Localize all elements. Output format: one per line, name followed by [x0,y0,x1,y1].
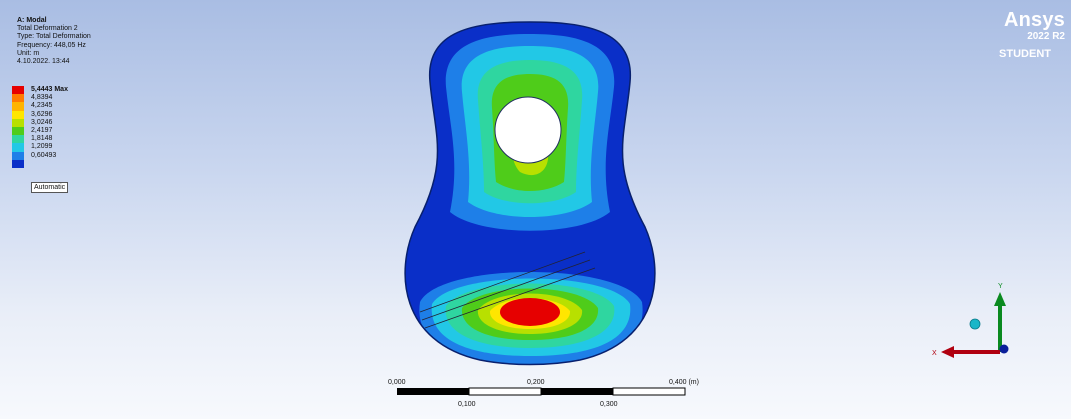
x-axis-label: X [932,350,937,357]
ansys-logo: Ansys 2022 R2 STUDENT [999,9,1065,61]
result-info-panel: A: Modal Total Deformation 2 Type: Total… [17,17,91,66]
legend-swatch [12,94,24,103]
version-label: 2022 R2 [1027,31,1065,42]
scale-label: 0,300 [600,401,618,408]
analysis-title: A: Modal [17,17,47,24]
legend-label: 0,60493 [31,151,57,159]
legend-swatch [12,102,24,111]
legend-swatch [12,143,24,152]
edition-label: STUDENT [999,48,1051,60]
result-name: Total Deformation 2 [17,25,78,33]
plate-outline [404,21,656,366]
legend-swatch [12,86,24,95]
result-timestamp: 4.10.2022. 13:44 [17,58,70,66]
legend-label: 3,6296 [31,110,53,118]
legend-label: 3,0246 [31,118,53,126]
legend-swatch [12,151,24,160]
legend-label: 1,8148 [31,135,53,143]
brand-name: Ansys [1003,9,1065,31]
legend-mode-dropdown[interactable]: Automatic [31,182,69,193]
legend-swatch [12,159,24,168]
contour-bands [405,22,655,365]
deformation-contour-model[interactable] [380,12,680,372]
sound-hole [494,96,562,164]
legend-swatch [12,135,24,144]
legend-label: 2,4197 [31,126,53,134]
scale-bar-graphic [397,387,686,396]
scale-bar: 0,000 0,200 0,400 (m) 0,100 0,300 [384,374,704,414]
iso-view-ball-icon[interactable] [969,318,981,330]
result-unit: Unit: m [17,49,40,57]
legend-swatch [12,118,24,127]
legend-label: 1,2099 [31,143,53,151]
legend-swatch [12,126,24,136]
z-axis-dot [999,344,1009,354]
result-type: Type: Total Deformation [17,33,91,41]
legend-swatch [12,110,24,119]
coordinate-triad[interactable]: Y X [928,276,1028,366]
scale-label: 0,400 (m) [669,379,699,386]
scale-label: 0,100 [458,401,476,408]
legend-max-label: 5,4443 Max [31,86,68,93]
x-axis-arrowhead [941,346,954,358]
result-frequency: Frequency: 448,05 Hz [17,41,86,49]
scale-label: 0,000 [388,379,406,386]
scale-label: 0,200 [527,379,545,386]
y-axis-arrowhead [994,292,1006,306]
legend-label: 4,2345 [31,102,53,110]
y-axis-label: Y [998,283,1003,290]
legend-label: 4,8394 [31,94,53,102]
